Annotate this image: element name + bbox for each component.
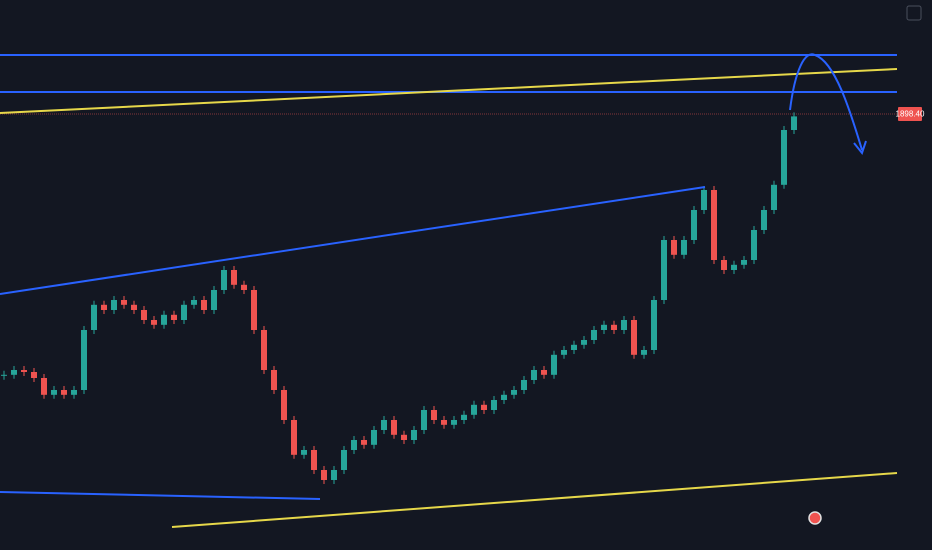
candle-body — [471, 404, 477, 415]
candle-body — [641, 350, 647, 355]
candle-body — [491, 400, 497, 410]
candle-body — [261, 330, 267, 370]
candle-body — [671, 240, 677, 255]
candle-body — [251, 290, 257, 330]
candle-body — [41, 378, 47, 395]
candle-body — [141, 310, 147, 320]
candle-body — [111, 300, 117, 310]
candle-body — [661, 240, 667, 300]
candle-body — [351, 440, 357, 450]
candle-body — [171, 314, 177, 320]
candle-body — [611, 324, 617, 330]
settings-button[interactable] — [906, 5, 922, 21]
candle-body — [371, 430, 377, 445]
candle-body — [701, 190, 707, 210]
price-label-box — [898, 107, 922, 121]
candle-body — [161, 314, 167, 325]
price-label: 1898.40 — [896, 110, 925, 119]
candle-body — [581, 340, 587, 345]
candle-body — [201, 300, 207, 310]
candle-body — [221, 270, 227, 290]
candle-body — [211, 290, 217, 310]
candle-body — [291, 420, 297, 455]
candle-body — [121, 300, 127, 305]
candle-body — [771, 184, 777, 210]
candle-body — [431, 410, 437, 420]
candle-body — [181, 304, 187, 320]
candle-body — [461, 414, 467, 420]
candle-body — [561, 350, 567, 355]
candle-body — [81, 330, 87, 390]
candle-body — [151, 320, 157, 325]
trend-line — [0, 68, 898, 114]
candle-body — [441, 420, 447, 425]
candle-body — [691, 210, 697, 240]
candle-body — [11, 370, 17, 375]
trend-line — [0, 186, 706, 295]
event-icon[interactable] — [808, 511, 822, 525]
arrow-head — [853, 140, 867, 156]
candles — [1, 112, 797, 484]
candle-body — [241, 284, 247, 290]
candle-body — [61, 390, 67, 395]
candle-body — [481, 404, 487, 410]
candle-body — [511, 390, 517, 395]
support-line — [0, 491, 321, 500]
candle-body — [571, 344, 577, 350]
candle-body — [521, 380, 527, 390]
candle-body — [411, 430, 417, 440]
candle-body — [591, 330, 597, 340]
candle-body — [191, 300, 197, 305]
candle-body — [231, 270, 237, 285]
candle-body — [631, 320, 637, 355]
candle-body — [781, 130, 787, 185]
candle-body — [501, 394, 507, 400]
candle-body — [681, 240, 687, 255]
candle-body — [321, 470, 327, 480]
candle-body — [751, 230, 757, 260]
candle-body — [1, 374, 7, 376]
candle-body — [711, 190, 717, 260]
candle-body — [531, 370, 537, 380]
candle-body — [761, 210, 767, 230]
candle-body — [131, 304, 137, 310]
candle-body — [21, 370, 27, 372]
candle-body — [731, 264, 737, 270]
candle-body — [311, 450, 317, 470]
candle-body — [51, 390, 57, 395]
candle-body — [301, 450, 307, 455]
candle-body — [381, 420, 387, 430]
candle-body — [721, 260, 727, 270]
candle-body — [421, 410, 427, 430]
candle-body — [31, 372, 37, 378]
candle-body — [281, 390, 287, 420]
candle-body — [621, 320, 627, 330]
trend-line — [171, 472, 898, 528]
candle-body — [91, 304, 97, 330]
candle-body — [651, 300, 657, 350]
projection-arrow — [789, 53, 863, 151]
candle-body — [551, 354, 557, 375]
candle-body — [391, 420, 397, 435]
candle-body — [271, 370, 277, 390]
candle-body — [71, 390, 77, 395]
candle-body — [451, 420, 457, 425]
candle-body — [791, 116, 797, 130]
candle-body — [601, 324, 607, 330]
candle-body — [331, 470, 337, 480]
candle-body — [401, 434, 407, 440]
candle-body — [101, 304, 107, 310]
candle-body — [341, 450, 347, 470]
candle-body — [361, 440, 367, 445]
candle-body — [541, 370, 547, 375]
candle-body — [741, 260, 747, 265]
